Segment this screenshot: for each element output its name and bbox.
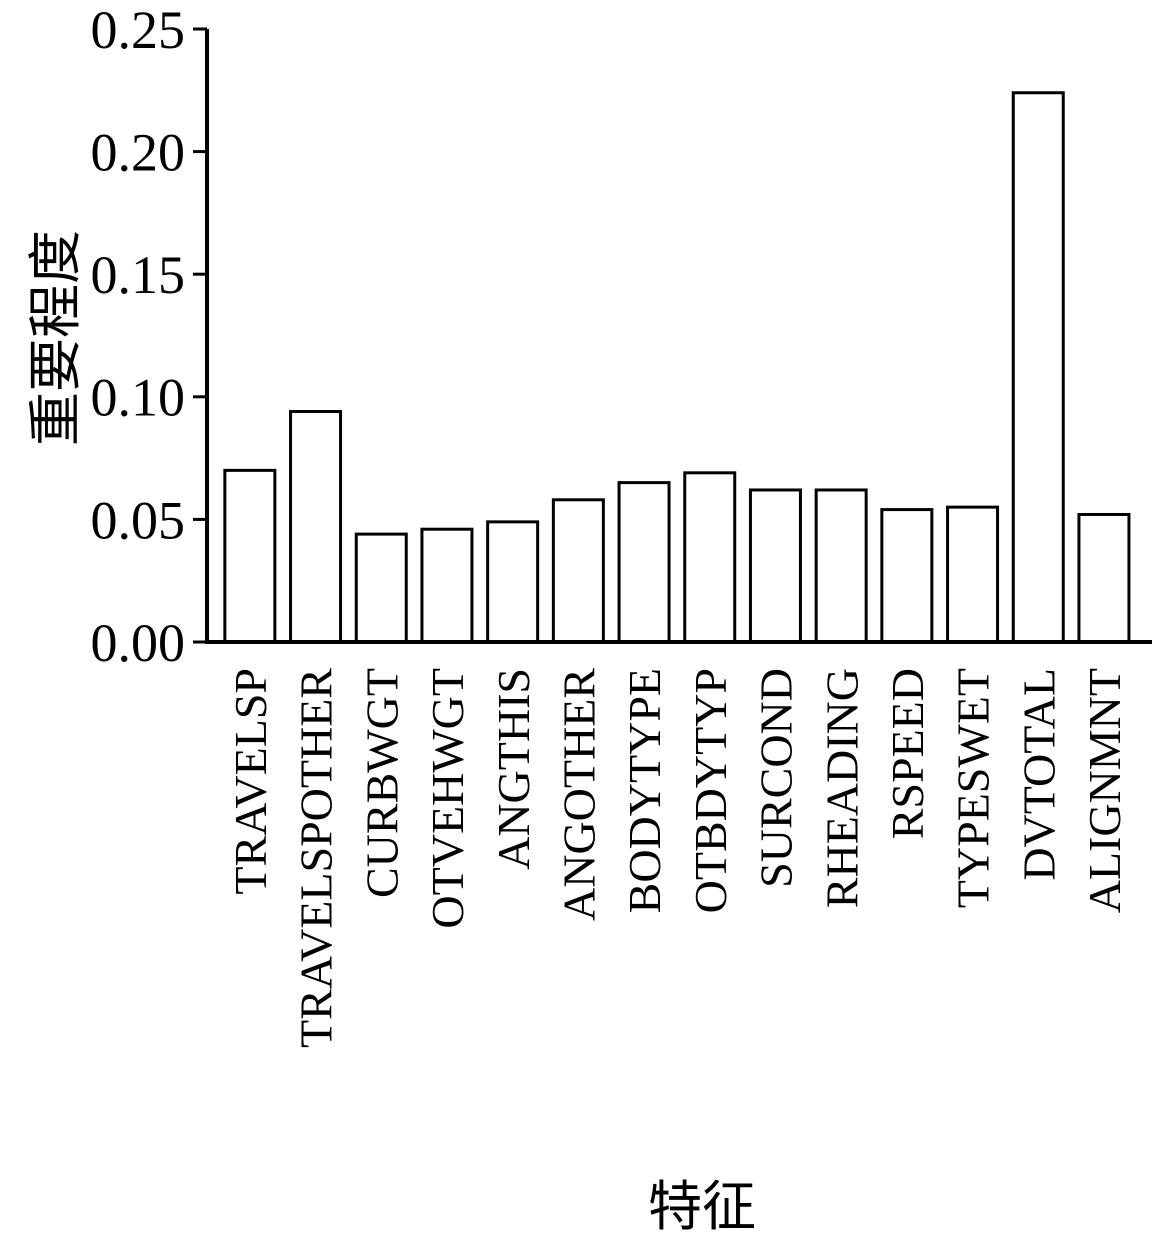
y-tick-label: 0.15 [91,245,186,305]
x-tick-label: TRAVELSPOTHER [291,668,342,1048]
bar-otbdytyp [683,471,737,644]
x-tick-label: ANGOTHER [553,668,604,921]
bar-angthis [486,520,540,644]
y-axis-ticks: 0.00 0.05 0.10 0.15 0.20 0.25 [91,0,207,673]
x-tick-label: DVTOTAL [1013,668,1064,881]
x-tick-label: TYPESWET [948,668,999,908]
y-tick-label: 0.05 [91,490,186,550]
y-tick-label: 0.10 [91,368,186,428]
bar-dvtotal [1011,91,1065,644]
bar-rheading [814,488,868,644]
bar-typeswet [946,505,1000,644]
bar-otvehwgt [420,527,474,644]
x-tick-label: RSPEED [882,668,933,839]
bar-travelspother [289,410,343,644]
y-tick-label: 0.20 [91,123,186,183]
y-tick-label: 0.25 [91,0,186,60]
bar-alignmnt [1077,512,1131,644]
x-tick-label: TRAVELSP [225,668,276,895]
x-tick-label: ANGTHIS [488,668,539,870]
y-tick-label: 0.00 [91,613,186,673]
x-axis-category-labels: TRAVELSP TRAVELSPOTHER CURBWGT OTVEHWGT ANGT… [225,668,1130,1048]
y-axis-title: 重要程度 [24,230,87,446]
bar-surcond [748,488,802,644]
x-tick-label: OTVEHWGT [422,668,473,929]
bar-travelsp [223,468,277,644]
x-tick-label: OTBDYTYP [685,668,736,913]
bar-rspeed [880,508,934,644]
x-tick-label: BODYTYPE [619,668,670,913]
x-tick-label: CURBWGT [356,668,407,898]
x-tick-label: SURCOND [751,668,802,888]
bar-bodytype [617,481,671,644]
x-tick-label: RHEADING [816,668,867,908]
bar-curbwgt [354,532,408,644]
x-tick-label: ALIGNMNT [1079,668,1130,913]
bar-angother [551,498,605,644]
x-axis-title: 特征 [648,1175,756,1238]
bar-series [223,91,1131,644]
